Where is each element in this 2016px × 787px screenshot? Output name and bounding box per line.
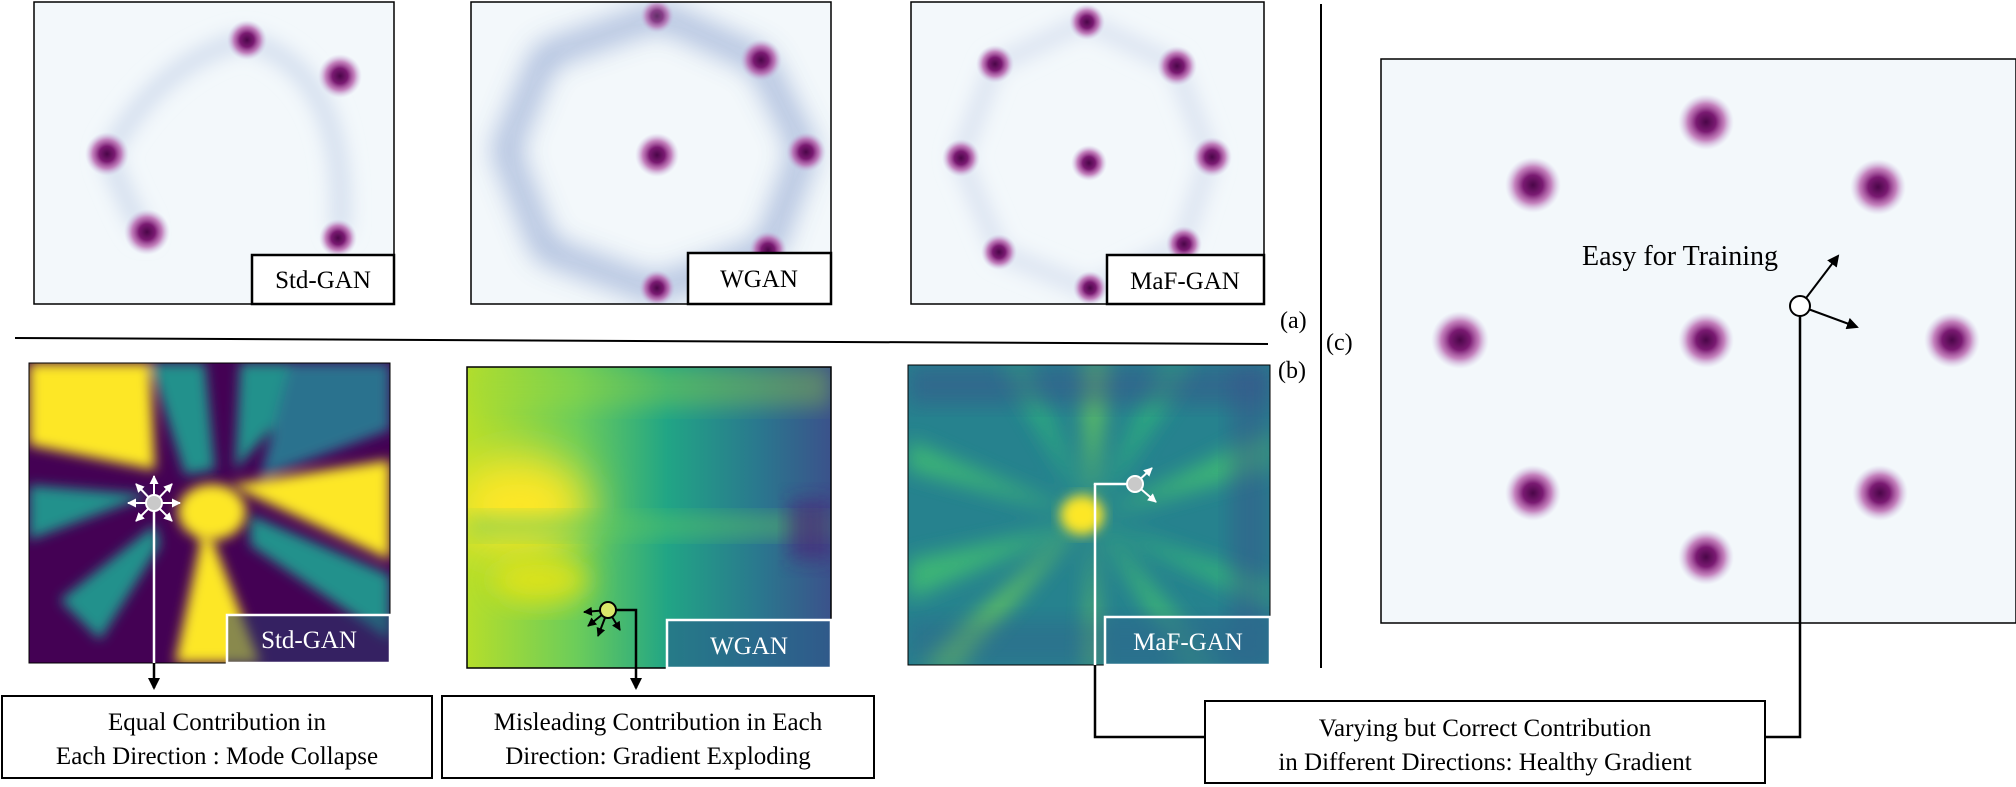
mode-blob [85, 132, 129, 176]
caption-std-gan-line1: Equal Contribution in [108, 709, 327, 736]
mode-blob [1678, 94, 1734, 150]
row-separator [14, 337, 1269, 345]
label-box [686, 251, 833, 306]
mode-blob [942, 139, 980, 177]
section-label-b: (b) [1278, 358, 1306, 384]
caption-maf-gan-line2: in Different Directions: Healthy Gradien… [1278, 749, 1691, 776]
big-panel-annotation: Easy for Training [1582, 241, 1778, 272]
mode-blob [1852, 465, 1908, 521]
mode-blob [1678, 312, 1734, 368]
panel-label-std-gan-top: Std-GAN [275, 267, 371, 294]
heatmap-wgan [467, 367, 831, 668]
mode-blob [1924, 312, 1980, 368]
caption-maf-gan-line1: Varying but Correct Contribution [1319, 715, 1652, 742]
mode-blob [1505, 157, 1561, 213]
mode-blob [1505, 465, 1561, 521]
mode-blob [319, 219, 357, 257]
caption-std-gan-line2: Each Direction : Mode Collapse [56, 743, 378, 770]
heatmap-maf-gan [908, 365, 1270, 665]
heatmap-std-gan [29, 363, 390, 663]
gradient-arrows-healthy [1093, 467, 1205, 739]
panel-label-wgan-top: WGAN [720, 266, 798, 293]
mode-blob [1192, 137, 1232, 177]
section-label-c: (c) [1326, 330, 1353, 356]
label-box [1105, 253, 1266, 306]
gradient-arrows-equal [127, 475, 181, 690]
label-box [225, 613, 392, 665]
mode-blob [1166, 226, 1202, 262]
panel-label-maf-gan-bottom: MaF-GAN [1133, 629, 1243, 656]
mode-blob [981, 234, 1017, 270]
mode-blob [640, 2, 674, 33]
density-std-gan [34, 2, 394, 304]
mode-blob [1678, 529, 1734, 585]
caption-wgan: Misleading Contribution in Each Directio… [441, 695, 875, 779]
mode-blob [1069, 4, 1105, 40]
caption-wgan-line1: Misleading Contribution in Each [494, 709, 823, 736]
label-box [1103, 615, 1272, 667]
panel-label-maf-gan-top: MaF-GAN [1130, 268, 1240, 295]
label-box [250, 253, 396, 306]
mode-blob [786, 132, 826, 172]
mode-blob [124, 209, 170, 255]
mode-blob [318, 54, 362, 98]
mode-blob [635, 133, 679, 177]
panel-label-wgan-bottom: WGAN [710, 633, 788, 660]
density-big-panel [1380, 58, 2016, 624]
caption-maf-gan: Varying but Correct Contribution in Diff… [1204, 700, 1766, 784]
mode-blob [1071, 145, 1107, 181]
caption-wgan-line2: Direction: Gradient Exploding [505, 743, 811, 770]
mode-blob [1850, 159, 1906, 215]
mode-blob [1073, 271, 1107, 304]
caption-std-gan: Equal Contribution in Each Direction : M… [1, 695, 433, 779]
label-box [665, 618, 833, 670]
gradient-arrows-big [1765, 254, 1859, 739]
mode-blob [227, 20, 267, 60]
mode-blob [740, 39, 782, 81]
section-label-a: (a) [1280, 308, 1307, 334]
mode-blob [1157, 46, 1197, 86]
mode-blob [1431, 311, 1489, 369]
density-maf-gan [911, 2, 1264, 304]
mode-blob [639, 270, 675, 304]
mode-blob [976, 45, 1014, 83]
gradient-arrows-misleading [583, 601, 642, 690]
panel-label-std-gan-bottom: Std-GAN [261, 627, 357, 654]
